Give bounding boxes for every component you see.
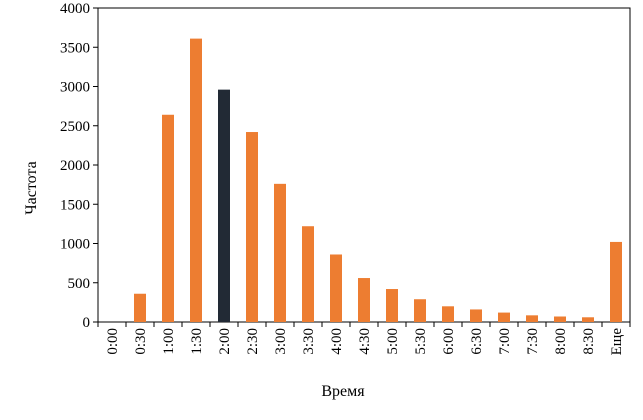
bars	[134, 38, 622, 323]
x-tick-label: 6:00	[441, 328, 457, 355]
y-tick-label: 2000	[60, 158, 90, 174]
y-tick-label: 1000	[60, 237, 90, 253]
y-tick-label: 4000	[60, 1, 90, 17]
x-tick-label: 2:30	[245, 328, 261, 355]
x-tick-label: 8:00	[553, 328, 569, 355]
y-tick-label: 2500	[60, 119, 90, 135]
x-tick-label: 5:30	[413, 328, 429, 355]
x-tick-label: 3:00	[273, 328, 289, 355]
bar	[162, 114, 174, 322]
x-tick-label: 5:00	[385, 328, 401, 355]
bar	[554, 316, 566, 322]
y-axis-ticks: 0 500 1000 1500 2000 2500 3000 3500 4000	[60, 1, 98, 331]
bar	[274, 183, 286, 322]
x-tick-label: 8:30	[581, 328, 597, 355]
bar	[414, 299, 426, 322]
bar	[330, 254, 342, 322]
bar	[526, 315, 538, 322]
x-tick-label: 4:00	[329, 328, 345, 355]
bar	[218, 89, 230, 322]
x-tick-label: 1:30	[189, 328, 205, 355]
bar	[246, 132, 258, 322]
plot-frame	[97, 7, 631, 323]
y-tick-label: 3000	[60, 80, 90, 96]
bar	[358, 278, 370, 322]
x-tick-label: 0:30	[133, 328, 149, 355]
x-tick-label: 2:00	[217, 328, 233, 355]
bar	[498, 312, 510, 322]
bar	[134, 293, 146, 322]
x-tick-label: 1:00	[161, 328, 177, 355]
x-tick-label: Еще	[609, 328, 625, 356]
bar	[386, 289, 398, 322]
x-tick-label: 6:30	[469, 328, 485, 355]
y-tick-label: 0	[83, 315, 91, 331]
x-tick-label: 7:30	[525, 328, 541, 355]
y-tick-label: 1500	[60, 197, 90, 213]
x-axis-title: Время	[321, 383, 365, 400]
plot-border	[97, 7, 631, 323]
y-tick-label: 3500	[60, 40, 90, 56]
bar	[470, 309, 482, 322]
bar	[442, 306, 454, 322]
bar	[190, 38, 202, 323]
bar	[302, 226, 314, 322]
x-axis-ticks: 0:00 0:30 1:00 1:30 2:00 2:30 3:00 3:30 4:00 4:30…	[97, 322, 631, 356]
x-tick-label: 7:00	[497, 328, 513, 355]
x-tick-label: 3:30	[301, 328, 317, 355]
bar	[610, 241, 622, 322]
y-tick-label: 500	[68, 276, 91, 292]
y-axis-title: Частота	[23, 161, 40, 214]
bar	[582, 317, 594, 322]
x-tick-label: 4:30	[357, 328, 373, 355]
x-tick-label: 0:00	[105, 328, 121, 355]
